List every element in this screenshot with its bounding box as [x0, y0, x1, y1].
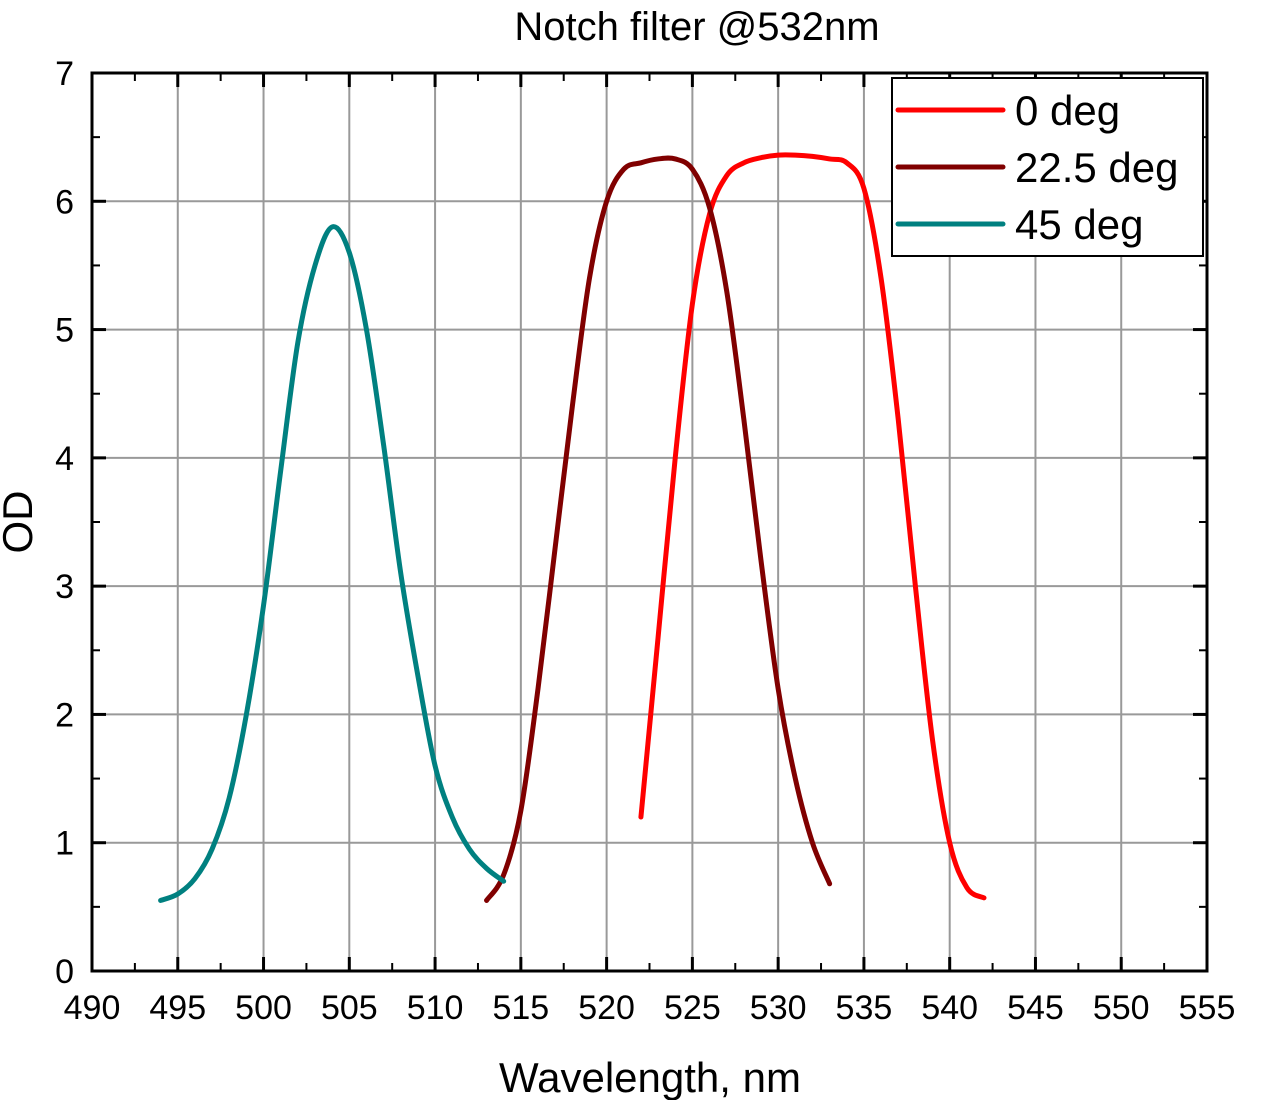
x-axis-label: Wavelength, nm: [499, 1054, 801, 1100]
y-tick-label: 5: [55, 312, 74, 350]
legend: 0 deg 22.5 deg 45 deg: [891, 77, 1204, 257]
legend-label: 0 deg: [1015, 87, 1120, 134]
x-tick-label: 545: [1007, 989, 1064, 1027]
series-line-45-deg: [158, 224, 507, 903]
series-line-0-deg: [638, 152, 987, 901]
x-tick-label: 550: [1093, 989, 1150, 1027]
curves: [158, 152, 987, 903]
tick-labels: 490 495 500 505 510 515 520 525 530 535 540 545 550 5…: [55, 55, 1235, 1027]
y-tick-label: 3: [55, 568, 74, 606]
chart-title: Notch filter @532nm: [514, 5, 879, 49]
x-tick-label: 515: [492, 989, 549, 1027]
x-tick-label: 555: [1179, 989, 1236, 1027]
y-tick-label: 0: [55, 953, 74, 991]
x-tick-label: 525: [664, 989, 721, 1027]
legend-label: 45 deg: [1015, 201, 1143, 248]
x-tick-label: 495: [149, 989, 206, 1027]
x-tick-label: 535: [836, 989, 893, 1027]
y-tick-label: 6: [55, 183, 74, 221]
x-tick-label: 500: [235, 989, 292, 1027]
y-tick-label: 7: [55, 55, 74, 93]
x-tick-label: 520: [578, 989, 635, 1027]
legend-label: 22.5 deg: [1015, 144, 1179, 191]
y-tick-label: 4: [55, 440, 74, 478]
x-tick-label: 510: [407, 989, 464, 1027]
y-axis-label: OD: [0, 491, 41, 554]
x-tick-label: 530: [750, 989, 807, 1027]
y-tick-label: 1: [55, 825, 74, 863]
x-tick-label: 505: [321, 989, 378, 1027]
x-tick-label: 540: [921, 989, 978, 1027]
series-line-22-5-deg: [484, 155, 833, 903]
y-tick-label: 2: [55, 696, 74, 734]
ticks: [90, 71, 1209, 973]
x-tick-label: 490: [64, 989, 121, 1027]
